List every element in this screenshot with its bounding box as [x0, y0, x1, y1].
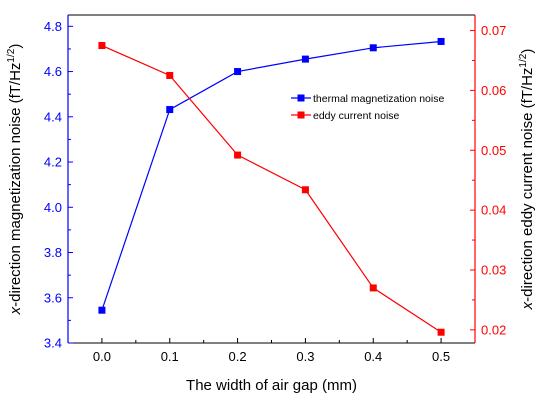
- right-y-tick-label: 0.07: [481, 23, 506, 38]
- legend-marker-1: [297, 111, 305, 119]
- left-y-tick-label: 4.8: [44, 19, 62, 34]
- data-point: [98, 306, 106, 314]
- x-tick-label: 0.4: [364, 349, 382, 364]
- x-axis-title: The width of air gap (mm): [186, 377, 357, 394]
- data-point: [234, 151, 242, 159]
- series-line-0: [101, 40, 442, 311]
- x-tick-label: 0.2: [229, 349, 247, 364]
- data-point: [437, 328, 445, 336]
- right-y-axis-title: x-direction eddy current noise (fT/Hz1/2…: [518, 49, 536, 311]
- legend-label-0: thermal magnetization noise: [313, 93, 444, 105]
- data-point: [166, 106, 174, 114]
- left-y-tick-label: 4.4: [44, 109, 62, 124]
- x-tick-label: 0.0: [93, 349, 111, 364]
- x-tick-label: 0.1: [161, 349, 179, 364]
- data-point: [98, 42, 106, 50]
- left-y-tick-label: 3.6: [44, 290, 62, 305]
- data-point: [369, 284, 377, 292]
- data-point: [437, 37, 445, 45]
- series-line-1: [101, 44, 442, 333]
- data-point: [166, 71, 174, 79]
- left-y-tick-label: 3.8: [44, 245, 62, 260]
- left-y-tick-label: 4.6: [44, 64, 62, 79]
- legend-label-1: eddy current noise: [313, 110, 400, 122]
- data-point: [301, 55, 309, 63]
- right-y-tick-label: 0.05: [481, 143, 506, 158]
- left-y-tick-label: 4.0: [44, 200, 62, 215]
- right-y-tick-label: 0.06: [481, 83, 506, 98]
- x-tick-label: 0.3: [296, 349, 314, 364]
- left-y-tick-label: 3.4: [44, 336, 62, 351]
- x-tick-label: 0.5: [432, 349, 450, 364]
- data-point: [301, 186, 309, 194]
- right-y-tick-label: 0.03: [481, 262, 506, 277]
- legend-marker-0: [297, 94, 305, 102]
- data-point: [369, 44, 377, 52]
- left-y-axis-title: x-direction magnetization noise (fT/Hz1/…: [6, 44, 24, 316]
- right-y-tick-label: 0.02: [481, 322, 506, 337]
- data-point: [234, 68, 242, 76]
- right-y-tick-label: 0.04: [481, 203, 506, 218]
- left-y-tick-label: 4.2: [44, 155, 62, 170]
